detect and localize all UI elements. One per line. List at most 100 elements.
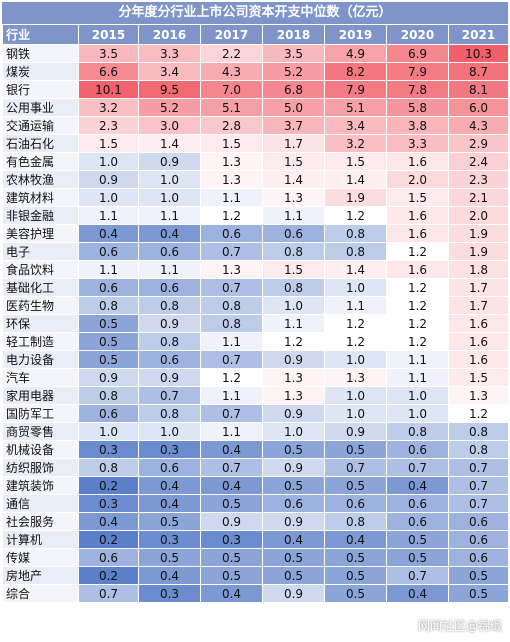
industry-label: 国防军工 [2,404,79,423]
heatmap-cell: 0.5 [386,548,449,567]
heatmap-cell: 1.1 [262,314,325,333]
heatmap-cell: 0.9 [78,368,139,387]
heatmap-cell: 0.8 [262,278,325,297]
heatmap-cell: 0.6 [78,548,139,567]
table-row: 房地产 0.2 0.4 0.5 0.5 0.5 0.7 0.5 [2,566,509,585]
column-header: 2016 [138,24,201,45]
heatmap-cell: 0.5 [324,566,387,585]
heatmap-cell: 1.5 [262,152,325,171]
heatmap-cell: 0.3 [138,584,201,603]
heatmap-cell: 1.6 [386,260,449,279]
heatmap-cell: 1.3 [262,188,325,207]
heatmap-cell: 0.3 [78,440,139,459]
heatmap-cell: 1.2 [386,242,449,261]
industry-label: 纺织服饰 [2,458,79,477]
heatmap-cell: 3.4 [324,116,387,135]
heatmap-cell: 1.0 [386,404,449,423]
heatmap-cell: 0.7 [200,242,263,261]
heatmap-cell: 1.2 [200,368,263,387]
heatmap-cell: 1.2 [386,332,449,351]
heatmap-cell: 0.5 [324,440,387,459]
heatmap-cell: 1.5 [78,134,139,153]
chart-title: 分年度分行业上市公司资本开支中位数（亿元） [2,2,508,24]
heatmap-cell: 1.5 [262,260,325,279]
heatmap-cell: 0.9 [200,512,263,531]
heatmap-cell: 0.7 [324,458,387,477]
industry-label: 综合 [2,584,79,603]
heatmap-cell: 3.4 [138,62,201,81]
heatmap-cell: 0.6 [448,548,509,567]
heatmap-cell: 1.1 [78,260,139,279]
heatmap-cell: 1.4 [138,134,201,153]
column-header: 2019 [324,24,387,45]
heatmap-cell: 0.5 [78,314,139,333]
heatmap-cell: 0.4 [138,494,201,513]
heatmap-cell: 5.1 [324,98,387,117]
heatmap-cell: 6.6 [78,62,139,81]
heatmap-cell: 0.8 [324,242,387,261]
heatmap-cell: 0.6 [262,494,325,513]
heatmap-cell: 0.7 [448,458,509,477]
table-row: 食品饮料 1.1 1.1 1.3 1.5 1.4 1.6 1.8 [2,260,509,279]
heatmap-cell: 0.4 [386,584,449,603]
heatmap-cell: 3.2 [324,134,387,153]
heatmap-cell: 9.5 [138,80,201,99]
heatmap-cell: 0.9 [262,458,325,477]
column-header: 2017 [200,24,263,45]
heatmap-cell: 5.2 [138,98,201,117]
heatmap-cell: 1.0 [262,422,325,441]
industry-label: 电子 [2,242,79,261]
table-row: 电子 0.6 0.6 0.7 0.8 0.8 1.2 1.9 [2,242,509,261]
heatmap-cell: 6.0 [448,98,509,117]
heatmap-cell: 3.5 [262,44,325,63]
heatmap-cell: 0.9 [138,314,201,333]
heatmap-cell: 0.9 [262,512,325,531]
table-row: 计算机 0.2 0.3 0.3 0.4 0.4 0.5 0.6 [2,530,509,549]
table-row: 建筑材料 1.0 1.0 1.1 1.3 1.9 1.5 2.1 [2,188,509,207]
heatmap-cell: 0.8 [138,332,201,351]
table-row: 公用事业 3.2 5.2 5.1 5.0 5.1 5.8 6.0 [2,98,509,117]
heatmap-cell: 1.2 [324,332,387,351]
heatmap-cell: 1.0 [78,152,139,171]
heatmap-cell: 1.6 [448,350,509,369]
heatmap-cell: 0.9 [262,584,325,603]
heatmap-cell: 2.2 [200,44,263,63]
heatmap-cell: 0.4 [200,584,263,603]
heatmap-cell: 0.2 [78,530,139,549]
heatmap-cell: 0.7 [200,404,263,423]
heatmap-cell: 0.5 [324,476,387,495]
heatmap-table: 行业 2015 2016 2017 2018 2019 2020 2021 钢铁 3.5 3.3… [2,24,509,603]
heatmap-cell: 7.9 [386,62,449,81]
heatmap-cell: 5.0 [262,98,325,117]
heatmap-cell: 1.4 [262,170,325,189]
heatmap-cell: 0.9 [138,368,201,387]
heatmap-cell: 1.3 [262,386,325,405]
heatmap-cell: 0.6 [138,242,201,261]
industry-label: 环保 [2,314,79,333]
heatmap-cell: 1.2 [386,278,449,297]
heatmap-cell: 3.7 [262,116,325,135]
heatmap-cell: 1.6 [386,206,449,225]
industry-label: 非银金融 [2,206,79,225]
heatmap-cell: 0.5 [78,350,139,369]
heatmap-cell: 0.7 [138,386,201,405]
heatmap-cell: 1.0 [386,386,449,405]
heatmap-cell: 0.8 [448,422,509,441]
heatmap-cell: 0.5 [324,584,387,603]
heatmap-cell: 8.1 [448,80,509,99]
heatmap-cell: 0.4 [138,566,201,585]
industry-label: 传媒 [2,548,79,567]
heatmap-cell: 3.2 [78,98,139,117]
table-row: 传媒 0.6 0.5 0.5 0.5 0.5 0.5 0.6 [2,548,509,567]
heatmap-cell: 0.3 [78,494,139,513]
heatmap-cell: 1.0 [324,278,387,297]
heatmap-cell: 7.0 [200,80,263,99]
watermark: 网闻社区@锦缎 [417,619,502,633]
heatmap-cell: 1.9 [448,242,509,261]
industry-label: 汽车 [2,368,79,387]
heatmap-cell: 1.1 [200,332,263,351]
table-row: 医药生物 0.8 0.8 0.8 1.0 1.1 1.2 1.7 [2,296,509,315]
industry-label: 公用事业 [2,98,79,117]
heatmap-cell: 1.0 [138,188,201,207]
heatmap-cell: 0.4 [262,530,325,549]
